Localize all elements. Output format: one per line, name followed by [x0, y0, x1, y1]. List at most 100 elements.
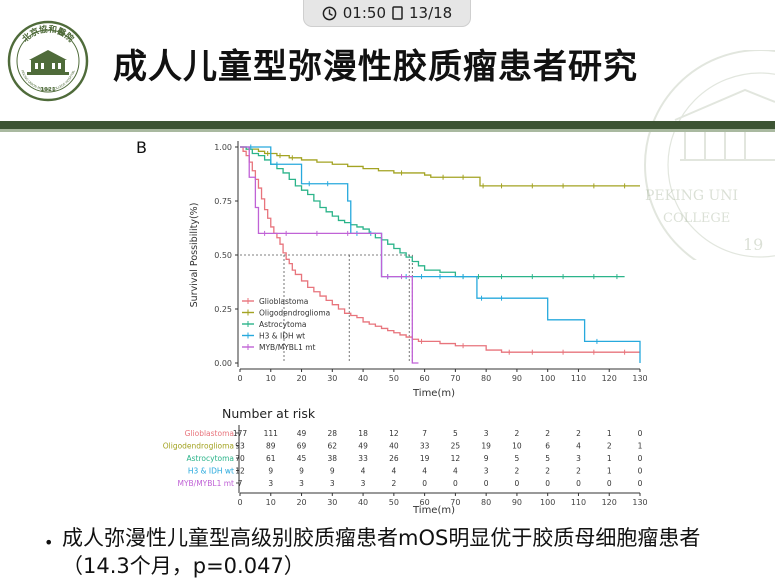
svg-text:19: 19 — [743, 235, 763, 254]
risk-cell: 45 — [297, 454, 307, 463]
bullet-text: 成人弥漫性儿童型高级别胶质瘤患者mOS明显优于胶质母细胞瘤患者（14.3个月，p… — [62, 526, 701, 578]
risk-cell: 5 — [515, 454, 520, 463]
risk-cell: 12 — [235, 467, 245, 476]
risk-cell: 40 — [389, 442, 399, 451]
risk-cell: 3 — [268, 479, 273, 488]
risk-cell: 12 — [389, 429, 399, 438]
risk-cell: 4 — [361, 467, 366, 476]
risk-cell: 1 — [607, 429, 612, 438]
x-tick-label: 30 — [327, 374, 337, 383]
risk-cell: 2 — [607, 442, 612, 451]
risk-cell: 49 — [297, 429, 307, 438]
risk-x-tick-label: 20 — [296, 498, 306, 507]
risk-cell: 2 — [515, 467, 520, 476]
risk-cell: 26 — [389, 454, 399, 463]
header-rule — [0, 121, 775, 129]
risk-cell: 111 — [264, 429, 279, 438]
legend-label: Oligodendroglioma — [259, 309, 330, 318]
risk-cell: 0 — [607, 479, 612, 488]
x-tick-label: 120 — [602, 374, 617, 383]
bullet-dot: • — [44, 533, 54, 552]
page-icon — [392, 6, 403, 20]
km-survival-chart: B Survival Possibility(%) Time(m) Number… — [136, 138, 648, 516]
x-tick-label: 0 — [237, 374, 242, 383]
svg-text:1921: 1921 — [40, 87, 55, 93]
risk-cell: 177 — [233, 429, 248, 438]
risk-cell: 62 — [328, 442, 338, 451]
risk-cell: 0 — [484, 479, 489, 488]
risk-cell: 2 — [545, 467, 550, 476]
svg-text:PEKING UNI: PEKING UNI — [645, 188, 738, 204]
risk-cell: 69 — [297, 442, 307, 451]
slide-timer[interactable]: 01:50 13/18 — [303, 0, 471, 27]
clock-icon — [322, 6, 337, 20]
risk-cell: 2 — [391, 479, 396, 488]
risk-cell: 2 — [515, 429, 520, 438]
series-line-glioblastoma — [240, 146, 640, 353]
risk-row-label: MYB/MYBL1 mt — [177, 479, 234, 488]
y-tick-label: 0.50 — [214, 251, 232, 260]
risk-cell: 25 — [451, 442, 461, 451]
x-tick-label: 50 — [389, 374, 399, 383]
risk-cell: 2 — [576, 429, 581, 438]
x-tick-label: 40 — [358, 374, 368, 383]
risk-cell: 19 — [481, 442, 491, 451]
risk-cell: 1 — [607, 467, 612, 476]
risk-cell: 12 — [451, 454, 461, 463]
risk-cell: 0 — [638, 454, 643, 463]
risk-x-tick-label: 60 — [420, 498, 430, 507]
risk-x-tick-label: 130 — [632, 498, 647, 507]
risk-row-label: Glioblastoma — [185, 429, 234, 438]
risk-cell: 89 — [266, 442, 276, 451]
risk-cell: 33 — [420, 442, 430, 451]
x-tick-label: 100 — [540, 374, 555, 383]
legend-label: Astrocytoma — [259, 320, 306, 329]
risk-cell: 3 — [330, 479, 335, 488]
series-line-astrocytoma — [240, 146, 625, 278]
risk-table-title: Number at risk — [222, 406, 316, 421]
risk-row-label: Oligodendroglioma — [163, 442, 234, 451]
x-tick-label: 80 — [481, 374, 491, 383]
risk-cell: 7 — [238, 479, 243, 488]
risk-cell: 3 — [484, 429, 489, 438]
risk-x-tick-label: 70 — [450, 498, 460, 507]
y-axis-label: Survival Possibility(%) — [189, 203, 200, 308]
risk-cell: 28 — [328, 429, 338, 438]
slide-title: 成人儿童型弥漫性胶质瘤患者研究 — [113, 47, 638, 87]
x-tick-label: 90 — [512, 374, 522, 383]
risk-cell: 5 — [545, 454, 550, 463]
svg-text:COLLEGE: COLLEGE — [663, 211, 730, 226]
legend-label: MYB/MYBL1 mt — [259, 343, 316, 352]
risk-cell: 0 — [453, 479, 458, 488]
risk-cell: 19 — [420, 454, 430, 463]
risk-cell: 7 — [422, 429, 427, 438]
risk-cell: 9 — [330, 467, 335, 476]
risk-x-tick-label: 50 — [389, 498, 399, 507]
x-tick-label: 10 — [266, 374, 276, 383]
risk-cell: 0 — [638, 479, 643, 488]
risk-cell: 1 — [607, 454, 612, 463]
x-tick-label: 110 — [571, 374, 586, 383]
risk-cell: 18 — [358, 429, 368, 438]
risk-cell: 2 — [576, 467, 581, 476]
risk-cell: 70 — [235, 454, 245, 463]
risk-cell: 4 — [422, 467, 427, 476]
x-axis-label: Time(m) — [412, 388, 455, 399]
x-tick-label: 20 — [296, 374, 306, 383]
y-tick-label: 1.00 — [214, 143, 232, 152]
risk-cell: 4 — [391, 467, 396, 476]
panel-label: B — [136, 138, 147, 157]
legend-label: H3 & IDH wt — [259, 332, 305, 341]
page-counter: 13/18 — [409, 4, 453, 22]
risk-cell: 0 — [545, 479, 550, 488]
risk-cell: 0 — [422, 479, 427, 488]
hospital-watermark: PEKING UNI COLLEGE 19 — [644, 50, 775, 260]
risk-cell: 9 — [484, 454, 489, 463]
risk-cell: 4 — [576, 442, 581, 451]
risk-x-tick-label: 0 — [237, 498, 242, 507]
risk-cell: 38 — [328, 454, 338, 463]
risk-x-tick-label: 80 — [481, 498, 491, 507]
y-tick-label: 0.25 — [214, 305, 232, 314]
risk-cell: 61 — [266, 454, 276, 463]
risk-x-tick-label: 110 — [571, 498, 586, 507]
